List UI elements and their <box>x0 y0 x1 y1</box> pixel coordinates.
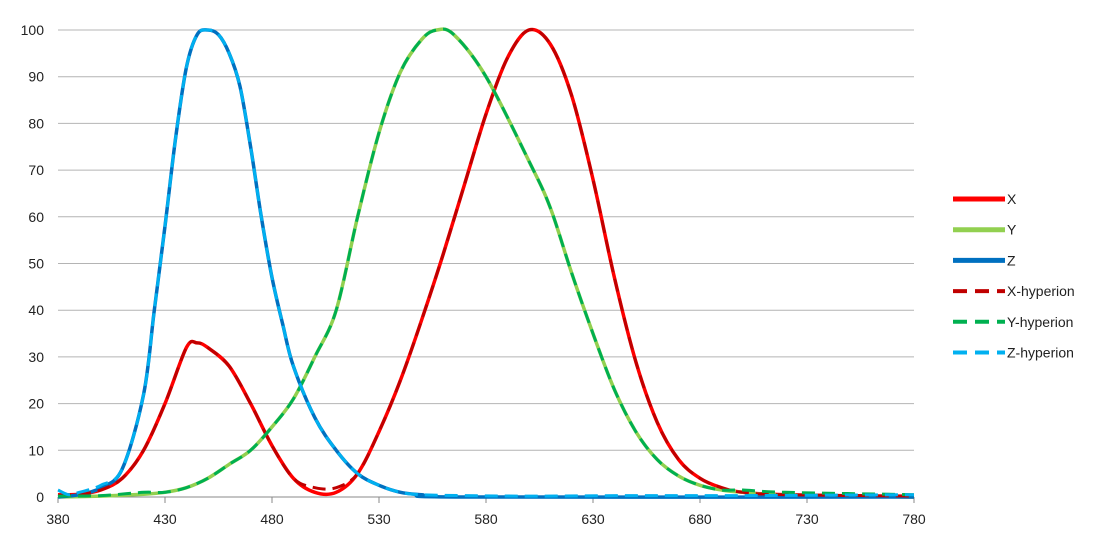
y-tick-label: 0 <box>36 489 44 505</box>
y-tick-label: 60 <box>28 209 44 225</box>
axes: 0 10 20 30 40 50 60 70 80 90 100 380 430 480 530 580 630… <box>21 22 926 527</box>
x-tick-label: 580 <box>474 511 498 527</box>
x-tick-label: 380 <box>46 511 70 527</box>
legend-label-y-hyperion: Y-hyperion <box>1007 314 1073 330</box>
y-tick-label: 30 <box>28 349 44 365</box>
y-tick-label: 40 <box>28 302 44 318</box>
y-tick-label: 50 <box>28 256 44 272</box>
series-group <box>57 27 915 499</box>
y-tick-label: 90 <box>28 69 44 85</box>
x-tick-label: 680 <box>688 511 712 527</box>
y-tick-label: 80 <box>28 115 44 131</box>
legend-label-x: X <box>1007 191 1017 207</box>
legend-label-y: Y <box>1007 222 1017 238</box>
grid-lines <box>58 29 914 498</box>
x-tick-label: 530 <box>367 511 391 527</box>
x-tick-label: 630 <box>581 511 605 527</box>
series-line-z-hyperion <box>57 28 915 498</box>
y-tick-label: 70 <box>28 162 44 178</box>
y-tick-label: 100 <box>21 22 45 38</box>
legend: XYZ X-hyperion Y-hyperion Z-hyperion <box>953 191 1075 361</box>
legend-label-z: Z <box>1007 252 1016 268</box>
legend-label-x-hyperion: X-hyperion <box>1007 283 1075 299</box>
series-line-x-hyperion <box>57 27 915 498</box>
x-tick-label: 430 <box>153 511 177 527</box>
x-tick-label: 730 <box>795 511 819 527</box>
x-tick-label: 480 <box>260 511 284 527</box>
series-line-y-hyperion <box>57 27 915 498</box>
legend-label-z-hyperion: Z-hyperion <box>1007 345 1074 361</box>
x-tick-label: 780 <box>902 511 926 527</box>
y-tick-label: 10 <box>28 442 44 458</box>
y-tick-label: 20 <box>28 396 44 412</box>
